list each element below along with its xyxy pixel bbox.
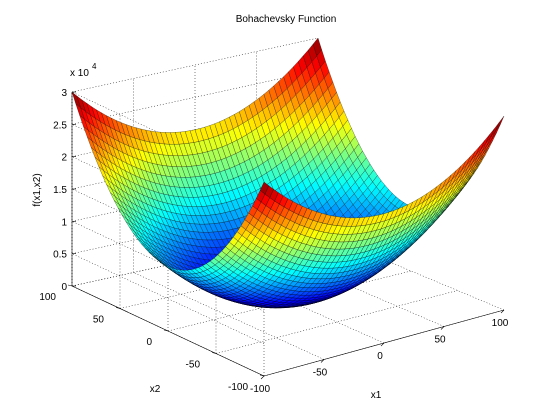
z-tick-label: 1.5 xyxy=(53,185,67,196)
y-tick-mark xyxy=(163,329,169,332)
y-tick-mark xyxy=(211,352,217,354)
y-tick-label: -50 xyxy=(186,360,201,371)
y-tick-label: 0 xyxy=(146,337,152,348)
y-tick-mark xyxy=(115,307,121,309)
x-tick-mark xyxy=(320,359,325,363)
y-tick-label: 50 xyxy=(93,315,105,326)
z-tick-label: 2 xyxy=(61,153,67,164)
z-exponent-power: 4 xyxy=(92,62,97,71)
z-tick-label: 2.5 xyxy=(53,120,67,131)
x-axis-label: x1 xyxy=(371,390,382,401)
x-tick-label: 100 xyxy=(492,318,509,329)
x-tick-label: -50 xyxy=(313,368,328,379)
y-tick-mark xyxy=(67,284,73,287)
z-tick-label: 0.5 xyxy=(53,250,67,261)
y-tick-label: -100 xyxy=(228,382,248,393)
surface-mesh xyxy=(71,37,505,309)
z-tick-label: 3 xyxy=(61,88,67,99)
x-tick-mark xyxy=(380,342,385,347)
y-tick-mark xyxy=(259,374,265,377)
grid-line-floor xyxy=(215,290,458,354)
surface-patch xyxy=(495,115,505,132)
x-tick-mark xyxy=(500,309,505,314)
y-axis-label: x2 xyxy=(150,384,161,395)
z-tick-label: 0 xyxy=(61,282,67,293)
axes-ticks: -100 -50 0 50 100 -100 -50 0 50 100 0 0.5 1 1.5 2 2.5 3 xyxy=(39,88,508,395)
x-tick-label: -100 xyxy=(250,384,270,395)
x-tick-label: 0 xyxy=(377,351,383,362)
grid-line-floor xyxy=(133,272,325,360)
z-exponent-label: x 10 xyxy=(70,68,89,79)
x-tick-mark xyxy=(440,326,445,330)
y-tick-label: 100 xyxy=(39,292,56,303)
x-tick-label: 50 xyxy=(434,335,446,346)
chart-title: Bohachevsky Function xyxy=(236,14,337,25)
z-axis-label: f(x1,x2) xyxy=(32,173,43,206)
z-tick-label: 1 xyxy=(61,217,67,228)
x-tick-mark xyxy=(260,375,265,380)
